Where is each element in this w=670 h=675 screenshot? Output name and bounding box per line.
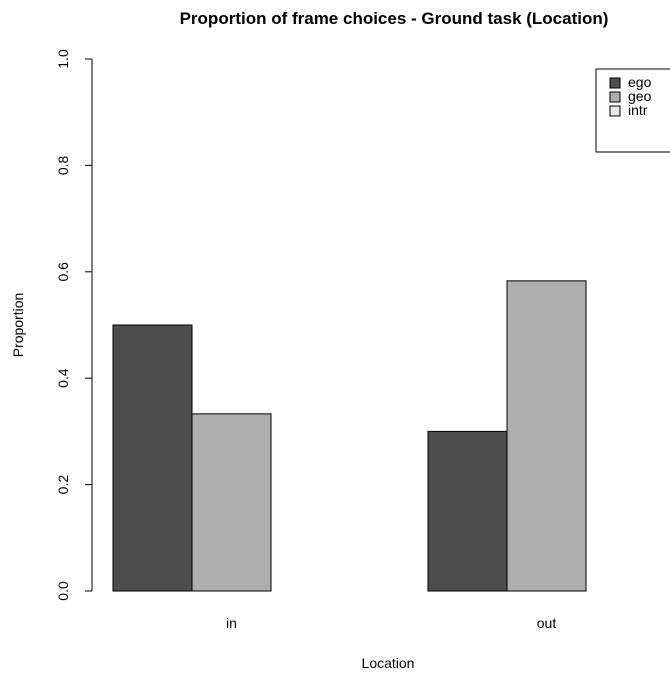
y-tick-label: 0.8 [55, 155, 71, 175]
legend-label-ego: ego [628, 74, 652, 90]
chart-title: Proportion of frame choices - Ground tas… [180, 9, 609, 28]
bars [112, 280, 587, 592]
bar-ego-in [112, 324, 193, 592]
x-axis-label: Location [362, 655, 415, 671]
y-tick-label: 0.0 [55, 581, 71, 601]
y-axis: 0.0 0.2 0.4 0.6 0.8 1.0 [55, 49, 93, 601]
bar-geo-in [191, 413, 272, 592]
legend-box [595, 68, 670, 153]
x-tick-label-in: in [226, 615, 237, 631]
legend-label-geo: geo [628, 88, 652, 104]
legend-swatch-ego [609, 77, 621, 89]
y-tick-label: 0.4 [55, 368, 71, 388]
bar-geo-out [506, 280, 587, 592]
y-tick-label: 1.0 [55, 49, 71, 69]
x-tick-labels: in out [226, 615, 556, 631]
y-tick-label: 0.6 [55, 262, 71, 282]
y-axis-label: Proportion [10, 293, 26, 358]
legend-swatch-geo [609, 91, 621, 103]
bar-ego-out [427, 430, 508, 592]
x-tick-label-out: out [537, 615, 557, 631]
legend-swatch-intr [609, 105, 621, 117]
legend-label-intr: intr [628, 102, 648, 118]
y-tick-label: 0.2 [55, 475, 71, 495]
